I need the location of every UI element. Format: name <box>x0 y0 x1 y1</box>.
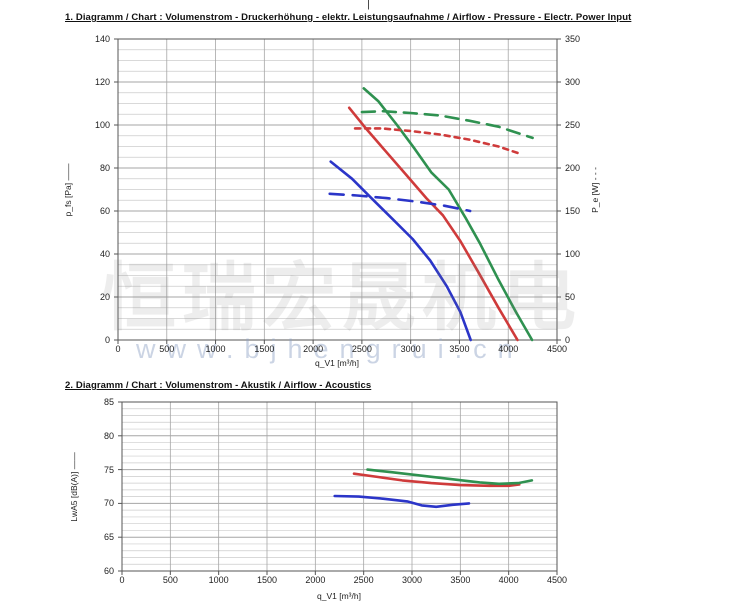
series-noise-red <box>352 472 521 488</box>
y-right-tick-label: 50 <box>565 292 576 302</box>
x-tick-label: 500 <box>159 344 175 354</box>
chart2-plot-area <box>118 401 558 575</box>
y-left-tick-label: 60 <box>103 566 114 576</box>
x-tick-label: 3500 <box>450 575 471 585</box>
x-tick-label: 3000 <box>400 344 421 354</box>
y-left-tick-label: 20 <box>99 292 110 302</box>
y-right-tick-label: 0 <box>565 335 571 345</box>
series-power-red <box>353 127 521 155</box>
y-left-tick-label: 75 <box>103 464 114 475</box>
y-right-tick-label: 100 <box>565 249 581 259</box>
series-power-blue <box>328 192 472 213</box>
y-left-tick-label: 60 <box>99 206 110 216</box>
x-tick-label: 0 <box>119 575 125 585</box>
x-tick-label: 2000 <box>305 575 326 585</box>
x-tick-label: 1000 <box>205 344 226 354</box>
x-tick-label: 1000 <box>208 575 229 585</box>
y-left-tick-label: 70 <box>103 498 114 509</box>
y-right-tick-label: 200 <box>565 163 581 173</box>
y-left-tick-label: 85 <box>103 397 114 407</box>
x-tick-label: 3000 <box>401 575 423 585</box>
x-tick-label: 2500 <box>353 575 374 585</box>
y-left-tick-label: 80 <box>103 430 114 441</box>
plot-frame <box>121 401 558 572</box>
chart1-x-axis-title: q_V1 [m³/h] <box>315 358 359 368</box>
series-noise-blue <box>333 494 471 509</box>
x-tick-label: 4500 <box>546 344 568 354</box>
chart1-left-axis-label: p_fs [Pa] <box>63 182 73 217</box>
y-left-tick-label: 100 <box>94 120 110 130</box>
x-tick-label: 3500 <box>449 344 470 354</box>
y-right-tick-label: 150 <box>565 206 581 216</box>
solid-line-marker: —— <box>63 163 73 181</box>
solid-line-marker: —— <box>69 452 79 470</box>
y-left-tick-label: 120 <box>94 77 110 87</box>
y-left-tick-label: 40 <box>99 249 110 259</box>
plot-frame <box>117 38 558 341</box>
y-left-tick-label: 80 <box>99 163 110 173</box>
y-right-tick-label: 300 <box>565 77 581 87</box>
chart2-title: 2. Diagramm / Chart : Volumenstrom - Aku… <box>65 380 372 391</box>
x-tick-label: 1500 <box>254 344 275 354</box>
series-pressure-blue <box>329 160 473 342</box>
chart2-x-axis-title: q_V1 [m³/h] <box>317 591 361 601</box>
y-left-tick-label: 65 <box>103 532 114 543</box>
x-tick-label: 4000 <box>498 575 519 585</box>
x-tick-label: 1500 <box>256 575 278 585</box>
x-tick-label: 500 <box>162 575 178 585</box>
x-tick-label: 2500 <box>351 344 372 354</box>
chart1-title: 1. Diagramm / Chart : Volumenstrom - Dru… <box>65 12 632 23</box>
series-pressure-green <box>362 87 534 342</box>
chart2-left-axis-title: LwA5 [dB(A)] —— <box>69 452 79 521</box>
y-right-tick-label: 350 <box>565 34 581 44</box>
x-tick-label: 0 <box>115 344 121 354</box>
series-noise-green <box>366 468 534 486</box>
x-tick-label: 4500 <box>546 575 568 585</box>
chart1-plot-area <box>114 38 561 344</box>
y-right-tick-label: 250 <box>565 120 581 130</box>
x-tick-label: 4000 <box>498 344 519 354</box>
x-tick-label: 2000 <box>303 344 324 354</box>
chart2-left-axis-label: LwA5 [dB(A)] <box>69 471 79 522</box>
chart1-left-axis-title: p_fs [Pa] —— <box>63 164 73 217</box>
page-fold-mark: | <box>367 0 370 10</box>
y-left-tick-label: 140 <box>94 34 110 44</box>
series-pressure-red <box>347 106 519 342</box>
series-power-green <box>360 109 534 140</box>
y-left-tick-label: 0 <box>104 335 110 345</box>
